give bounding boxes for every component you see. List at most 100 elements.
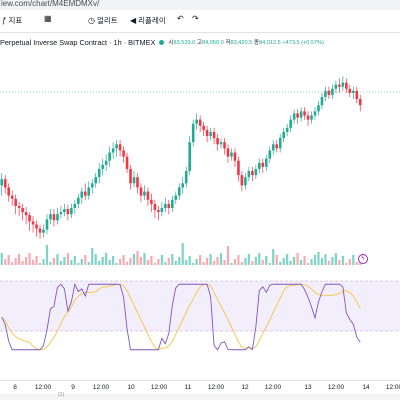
volume-bar: [28, 253, 31, 265]
volume-bar: [84, 255, 87, 265]
candle-body: [139, 187, 143, 196]
volume-bar: [157, 259, 160, 265]
candle-body: [132, 177, 136, 184]
candle-body: [143, 191, 146, 196]
volume-bar: [11, 262, 14, 265]
volume-bar: [171, 254, 174, 265]
volume-bar: [348, 259, 351, 265]
volume-bar: [77, 263, 80, 265]
volume-bar: [38, 263, 42, 265]
volume-bar: [164, 262, 167, 265]
volume-bar: [98, 261, 101, 265]
candle-body: [334, 84, 338, 89]
volume-bar: [122, 255, 125, 265]
candle-body: [223, 142, 226, 149]
candle-body: [331, 88, 334, 95]
time-axis-label: 12:00: [327, 384, 345, 391]
candle-body: [258, 162, 261, 169]
price-chart[interactable]: [0, 0, 400, 380]
time-axis-label: 11: [184, 384, 192, 391]
candle-body: [35, 224, 38, 229]
candle-body: [292, 113, 296, 120]
undo-icon: ↶: [177, 14, 184, 23]
candle-body: [118, 144, 122, 151]
candle-body: [345, 82, 348, 89]
candle-body: [358, 99, 362, 106]
volume-bar: [14, 258, 17, 265]
volume-bar: [296, 253, 299, 265]
candle-body: [174, 195, 178, 200]
candle-body: [264, 158, 268, 167]
volume-bar: [49, 262, 52, 265]
volume-bar: [293, 257, 296, 265]
candle-body: [17, 205, 21, 208]
browser-url-bar[interactable]: iew.com/chart/M4EMDMXv/: [0, 0, 400, 10]
volume-bar: [282, 258, 285, 265]
candle-body: [216, 138, 219, 145]
candle-body: [31, 221, 35, 225]
volume-bar: [167, 258, 170, 265]
indicators-button[interactable]: ƒ 지표: [2, 15, 23, 25]
volume-bar: [25, 257, 28, 265]
candle-body: [160, 208, 164, 213]
candle-body: [205, 129, 209, 137]
time-axis-label: 12:00: [150, 384, 168, 391]
volume-bar: [206, 258, 209, 265]
volume-bar: [80, 259, 83, 265]
replay-button[interactable]: ◀ 리플레이: [130, 15, 166, 25]
volume-bar: [279, 262, 282, 265]
volume-bar: [59, 261, 63, 265]
candle-body: [226, 148, 230, 157]
time-axis-label: 13: [304, 384, 312, 391]
volume-bar: [101, 257, 104, 265]
candle-body: [97, 168, 101, 178]
volume-bar: [275, 255, 278, 265]
volume-bar: [313, 255, 317, 265]
event-flag-icon[interactable]: ϟ: [358, 254, 368, 264]
candle-body: [341, 82, 345, 87]
volume-bar: [4, 259, 7, 265]
candle-body: [348, 88, 352, 93]
time-axis-label: 9: [71, 384, 75, 391]
candle-body: [285, 127, 289, 132]
redo-button[interactable]: ↷: [192, 15, 199, 23]
candle-body: [122, 150, 125, 157]
candle-body: [38, 228, 42, 233]
candle-body: [157, 210, 160, 213]
layout-button[interactable]: ▦: [44, 15, 52, 23]
alert-clock-icon: ◷: [88, 15, 95, 25]
volume-bar: [341, 256, 344, 265]
candle-body: [310, 115, 313, 120]
time-axis-label: 12:00: [385, 384, 400, 391]
volume-bar: [334, 253, 337, 265]
volume-bar: [188, 256, 191, 265]
volume-bar: [251, 261, 254, 265]
volume-bar: [31, 260, 35, 265]
volume-bar: [265, 256, 268, 265]
volume-bar: [212, 261, 216, 265]
candle-body: [282, 131, 285, 139]
candle-body: [28, 215, 31, 222]
candle-body: [70, 208, 73, 215]
volume-bar: [355, 262, 358, 265]
candle-body: [240, 175, 244, 186]
candle-body: [136, 177, 139, 188]
volume-bar: [244, 258, 247, 265]
volume-bar: [94, 254, 97, 265]
candle-body: [355, 90, 359, 100]
candle-body: [3, 179, 7, 188]
candle-body: [42, 229, 45, 233]
volume-bar: [21, 261, 24, 265]
candle-body: [94, 177, 98, 184]
volume-bar: [0, 253, 3, 265]
candle-body: [254, 168, 258, 176]
undo-button[interactable]: ↶: [177, 15, 184, 23]
time-axis-label: 14: [362, 384, 370, 391]
volume-bar: [185, 260, 188, 265]
volume-bar: [153, 263, 156, 265]
candle-body: [202, 125, 205, 130]
candle-body: [170, 199, 174, 208]
volume-bar: [209, 254, 212, 265]
alert-button[interactable]: ◷ 얼리트: [88, 15, 118, 25]
volume-bar: [118, 259, 122, 265]
